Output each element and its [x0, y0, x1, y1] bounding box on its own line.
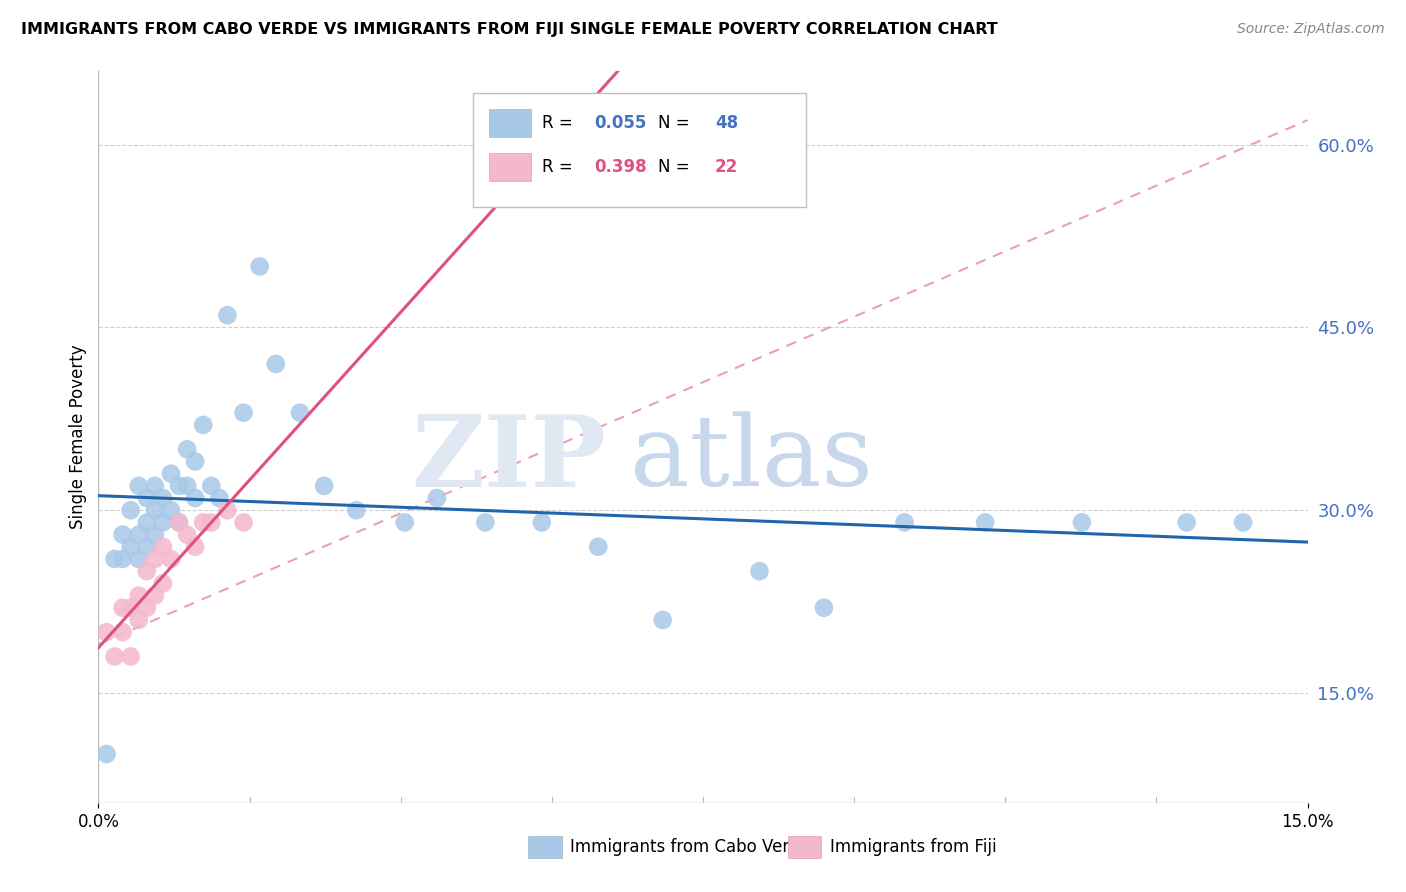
- Text: 48: 48: [716, 114, 738, 132]
- Point: [232, 406, 254, 420]
- Point: [217, 308, 239, 322]
- Point: [1175, 516, 1198, 530]
- Point: [111, 527, 134, 541]
- FancyBboxPatch shape: [787, 836, 821, 858]
- Point: [120, 540, 142, 554]
- Text: N =: N =: [658, 158, 695, 177]
- Point: [232, 516, 254, 530]
- Point: [217, 503, 239, 517]
- Point: [176, 479, 198, 493]
- Point: [152, 491, 174, 505]
- Point: [176, 527, 198, 541]
- Point: [314, 479, 336, 493]
- Point: [143, 589, 166, 603]
- Point: [249, 260, 271, 274]
- Point: [586, 540, 609, 554]
- Point: [474, 516, 496, 530]
- Text: N =: N =: [658, 114, 695, 132]
- Point: [143, 552, 166, 566]
- Point: [200, 479, 222, 493]
- Point: [120, 649, 142, 664]
- Point: [96, 625, 118, 640]
- Point: [200, 516, 222, 530]
- Y-axis label: Single Female Poverty: Single Female Poverty: [69, 345, 87, 529]
- FancyBboxPatch shape: [489, 110, 531, 137]
- Point: [184, 540, 207, 554]
- Point: [813, 600, 835, 615]
- Point: [128, 589, 150, 603]
- Point: [176, 442, 198, 457]
- Point: [152, 540, 174, 554]
- Point: [167, 516, 190, 530]
- Text: IMMIGRANTS FROM CABO VERDE VS IMMIGRANTS FROM FIJI SINGLE FEMALE POVERTY CORRELA: IMMIGRANTS FROM CABO VERDE VS IMMIGRANTS…: [21, 22, 998, 37]
- Point: [208, 491, 231, 505]
- Point: [135, 491, 157, 505]
- Point: [111, 552, 134, 566]
- Point: [184, 491, 207, 505]
- Point: [288, 406, 311, 420]
- Point: [120, 600, 142, 615]
- Point: [748, 564, 770, 578]
- Point: [167, 516, 190, 530]
- Point: [893, 516, 915, 530]
- FancyBboxPatch shape: [489, 153, 531, 181]
- Text: Source: ZipAtlas.com: Source: ZipAtlas.com: [1237, 22, 1385, 37]
- Text: R =: R =: [543, 158, 578, 177]
- Point: [1232, 516, 1254, 530]
- Point: [152, 516, 174, 530]
- Point: [193, 516, 215, 530]
- Text: ZIP: ZIP: [412, 410, 606, 508]
- Point: [651, 613, 673, 627]
- Point: [143, 479, 166, 493]
- Point: [160, 467, 183, 481]
- FancyBboxPatch shape: [474, 94, 806, 207]
- Point: [128, 613, 150, 627]
- Point: [135, 600, 157, 615]
- Text: Immigrants from Cabo Verde: Immigrants from Cabo Verde: [569, 838, 810, 855]
- Text: Immigrants from Fiji: Immigrants from Fiji: [830, 838, 997, 855]
- Text: 0.055: 0.055: [595, 114, 647, 132]
- Point: [143, 527, 166, 541]
- Point: [135, 540, 157, 554]
- Point: [135, 516, 157, 530]
- Point: [96, 747, 118, 761]
- Point: [426, 491, 449, 505]
- Point: [530, 516, 553, 530]
- Point: [193, 417, 215, 432]
- Point: [160, 503, 183, 517]
- Point: [160, 552, 183, 566]
- Text: 0.398: 0.398: [595, 158, 647, 177]
- Point: [264, 357, 287, 371]
- Text: 22: 22: [716, 158, 738, 177]
- Point: [184, 454, 207, 468]
- Text: R =: R =: [543, 114, 578, 132]
- FancyBboxPatch shape: [527, 836, 561, 858]
- Point: [103, 649, 125, 664]
- Point: [167, 479, 190, 493]
- Text: atlas: atlas: [630, 411, 873, 507]
- Point: [120, 503, 142, 517]
- Point: [1070, 516, 1092, 530]
- Point: [394, 516, 416, 530]
- Point: [111, 600, 134, 615]
- Point: [344, 503, 367, 517]
- Point: [143, 503, 166, 517]
- Point: [103, 552, 125, 566]
- Point: [111, 625, 134, 640]
- Point: [152, 576, 174, 591]
- Point: [128, 479, 150, 493]
- Point: [135, 564, 157, 578]
- Point: [974, 516, 997, 530]
- Point: [128, 527, 150, 541]
- Point: [128, 552, 150, 566]
